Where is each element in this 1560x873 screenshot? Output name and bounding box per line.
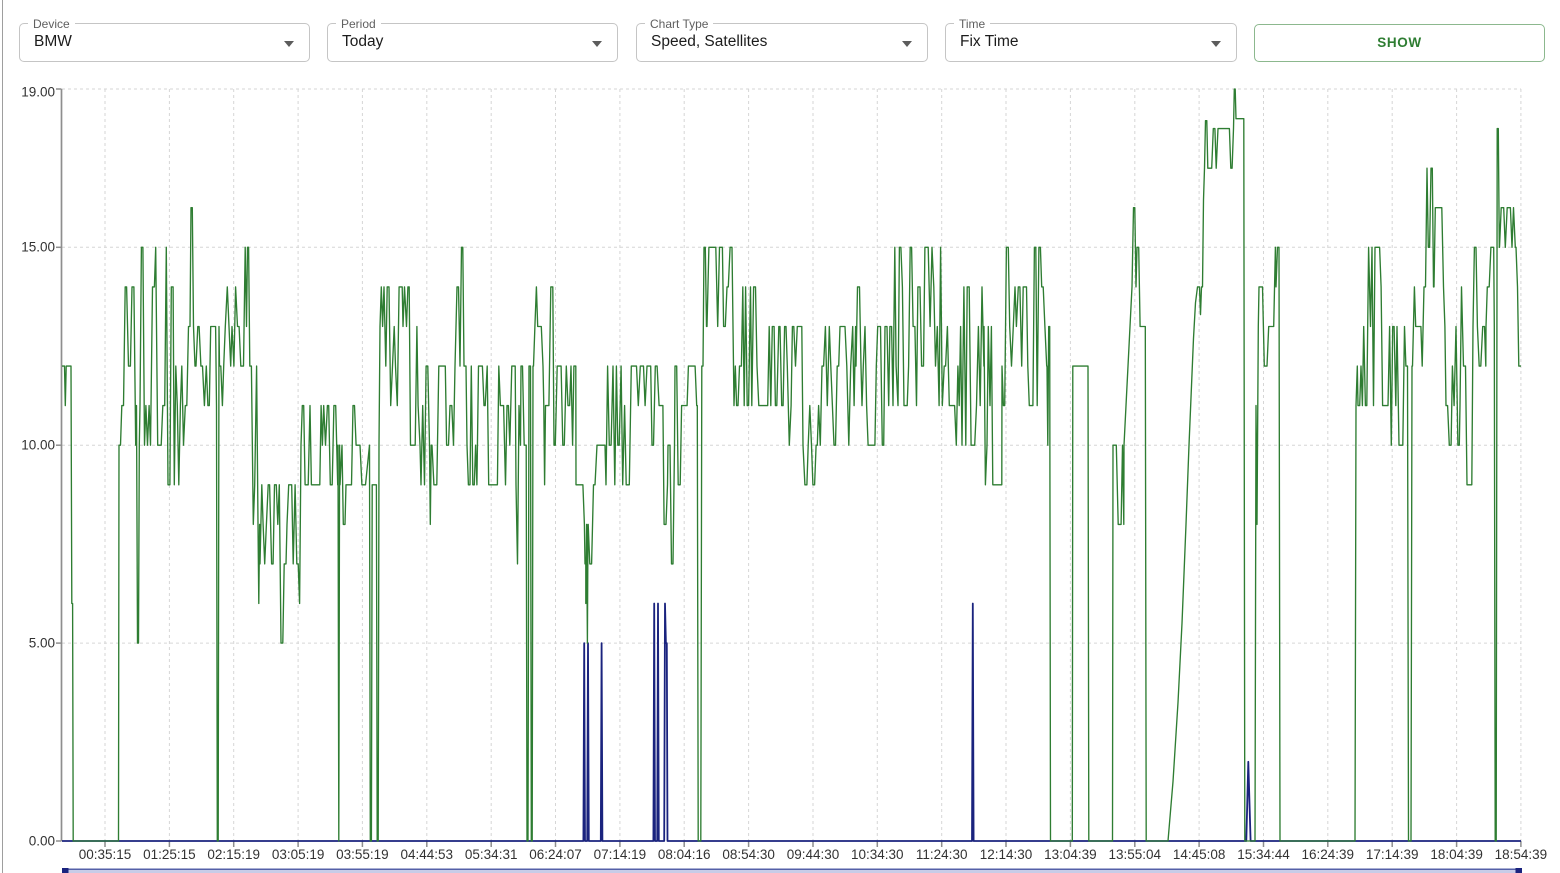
svg-text:17:14:39: 17:14:39 bbox=[1366, 847, 1419, 862]
svg-text:11:24:30: 11:24:30 bbox=[916, 847, 968, 862]
svg-text:04:44:53: 04:44:53 bbox=[401, 847, 454, 862]
svg-text:5.00: 5.00 bbox=[29, 635, 55, 650]
svg-text:03:55:19: 03:55:19 bbox=[336, 847, 389, 862]
svg-text:07:14:19: 07:14:19 bbox=[594, 847, 647, 862]
svg-text:08:54:30: 08:54:30 bbox=[722, 847, 775, 862]
svg-text:13:04:39: 13:04:39 bbox=[1044, 847, 1097, 862]
svg-text:12:14:30: 12:14:30 bbox=[980, 847, 1033, 862]
svg-text:10:34:30: 10:34:30 bbox=[851, 847, 904, 862]
svg-text:01:25:15: 01:25:15 bbox=[143, 847, 196, 862]
svg-text:18:54:39: 18:54:39 bbox=[1495, 847, 1548, 862]
svg-text:08:04:16: 08:04:16 bbox=[658, 847, 711, 862]
svg-text:15:34:44: 15:34:44 bbox=[1237, 847, 1290, 862]
svg-text:15.00: 15.00 bbox=[21, 240, 55, 255]
svg-text:18:04:39: 18:04:39 bbox=[1430, 847, 1483, 862]
svg-text:16:24:39: 16:24:39 bbox=[1302, 847, 1355, 862]
svg-text:10.00: 10.00 bbox=[21, 438, 55, 453]
svg-text:06:24:07: 06:24:07 bbox=[529, 847, 582, 862]
svg-text:19.00: 19.00 bbox=[21, 85, 55, 100]
svg-text:03:05:19: 03:05:19 bbox=[272, 847, 325, 862]
svg-text:14:45:08: 14:45:08 bbox=[1173, 847, 1226, 862]
svg-text:02:15:19: 02:15:19 bbox=[207, 847, 260, 862]
svg-text:13:55:04: 13:55:04 bbox=[1109, 847, 1162, 862]
svg-text:00:35:15: 00:35:15 bbox=[79, 847, 132, 862]
svg-text:09:44:30: 09:44:30 bbox=[787, 847, 840, 862]
svg-text:0.00: 0.00 bbox=[29, 833, 55, 848]
svg-text:05:34:31: 05:34:31 bbox=[465, 847, 518, 862]
